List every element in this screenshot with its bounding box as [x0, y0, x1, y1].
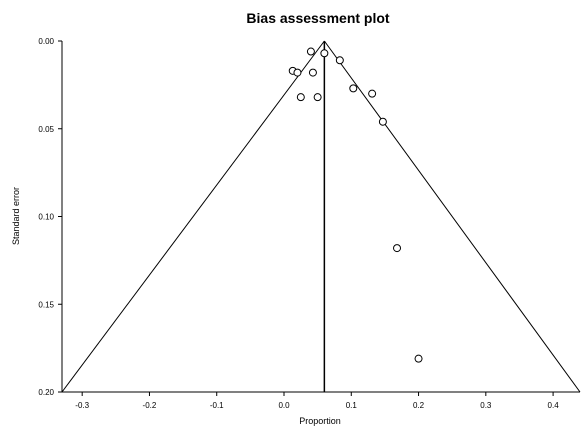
study-point	[313, 93, 322, 102]
study-point	[320, 49, 329, 58]
y-tick-label: 0.20	[38, 388, 54, 397]
study-point	[393, 244, 402, 253]
x-tick-label: -0.1	[210, 401, 224, 410]
study-point	[335, 56, 344, 65]
x-tick-label: 0.0	[278, 401, 290, 410]
study-points	[288, 47, 423, 363]
study-point	[296, 93, 305, 102]
x-axis-label: Proportion	[299, 416, 341, 426]
x-tick-label: -0.3	[75, 401, 89, 410]
study-point	[368, 89, 377, 98]
funnel-left-line	[61, 40, 325, 393]
x-tick-label: -0.2	[143, 401, 157, 410]
x-tick-label: 0.1	[346, 401, 358, 410]
x-tick-label: 0.4	[548, 401, 560, 410]
y-tick-label: 0.05	[38, 125, 54, 134]
x-tick-label: 0.3	[480, 401, 492, 410]
y-tick-label: 0.10	[38, 213, 54, 222]
funnel-lines	[61, 40, 581, 393]
study-point	[378, 117, 387, 126]
funnel-right-line	[323, 40, 581, 393]
study-point	[293, 68, 302, 77]
study-point	[308, 68, 317, 77]
y-axis-label: Standard error	[11, 187, 21, 245]
study-point	[306, 47, 315, 56]
study-point	[349, 84, 358, 93]
chart-title: Bias assessment plot	[246, 10, 390, 26]
axes: 0.00 0.05 0.10 0.15 0.20 -0.3 -0.2 -0.1 0.0 0.1 0.…	[38, 37, 580, 410]
y-tick-label: 0.00	[38, 37, 54, 46]
x-tick-label: 0.2	[413, 401, 425, 410]
study-point	[414, 354, 423, 363]
y-tick-label: 0.15	[38, 300, 54, 309]
